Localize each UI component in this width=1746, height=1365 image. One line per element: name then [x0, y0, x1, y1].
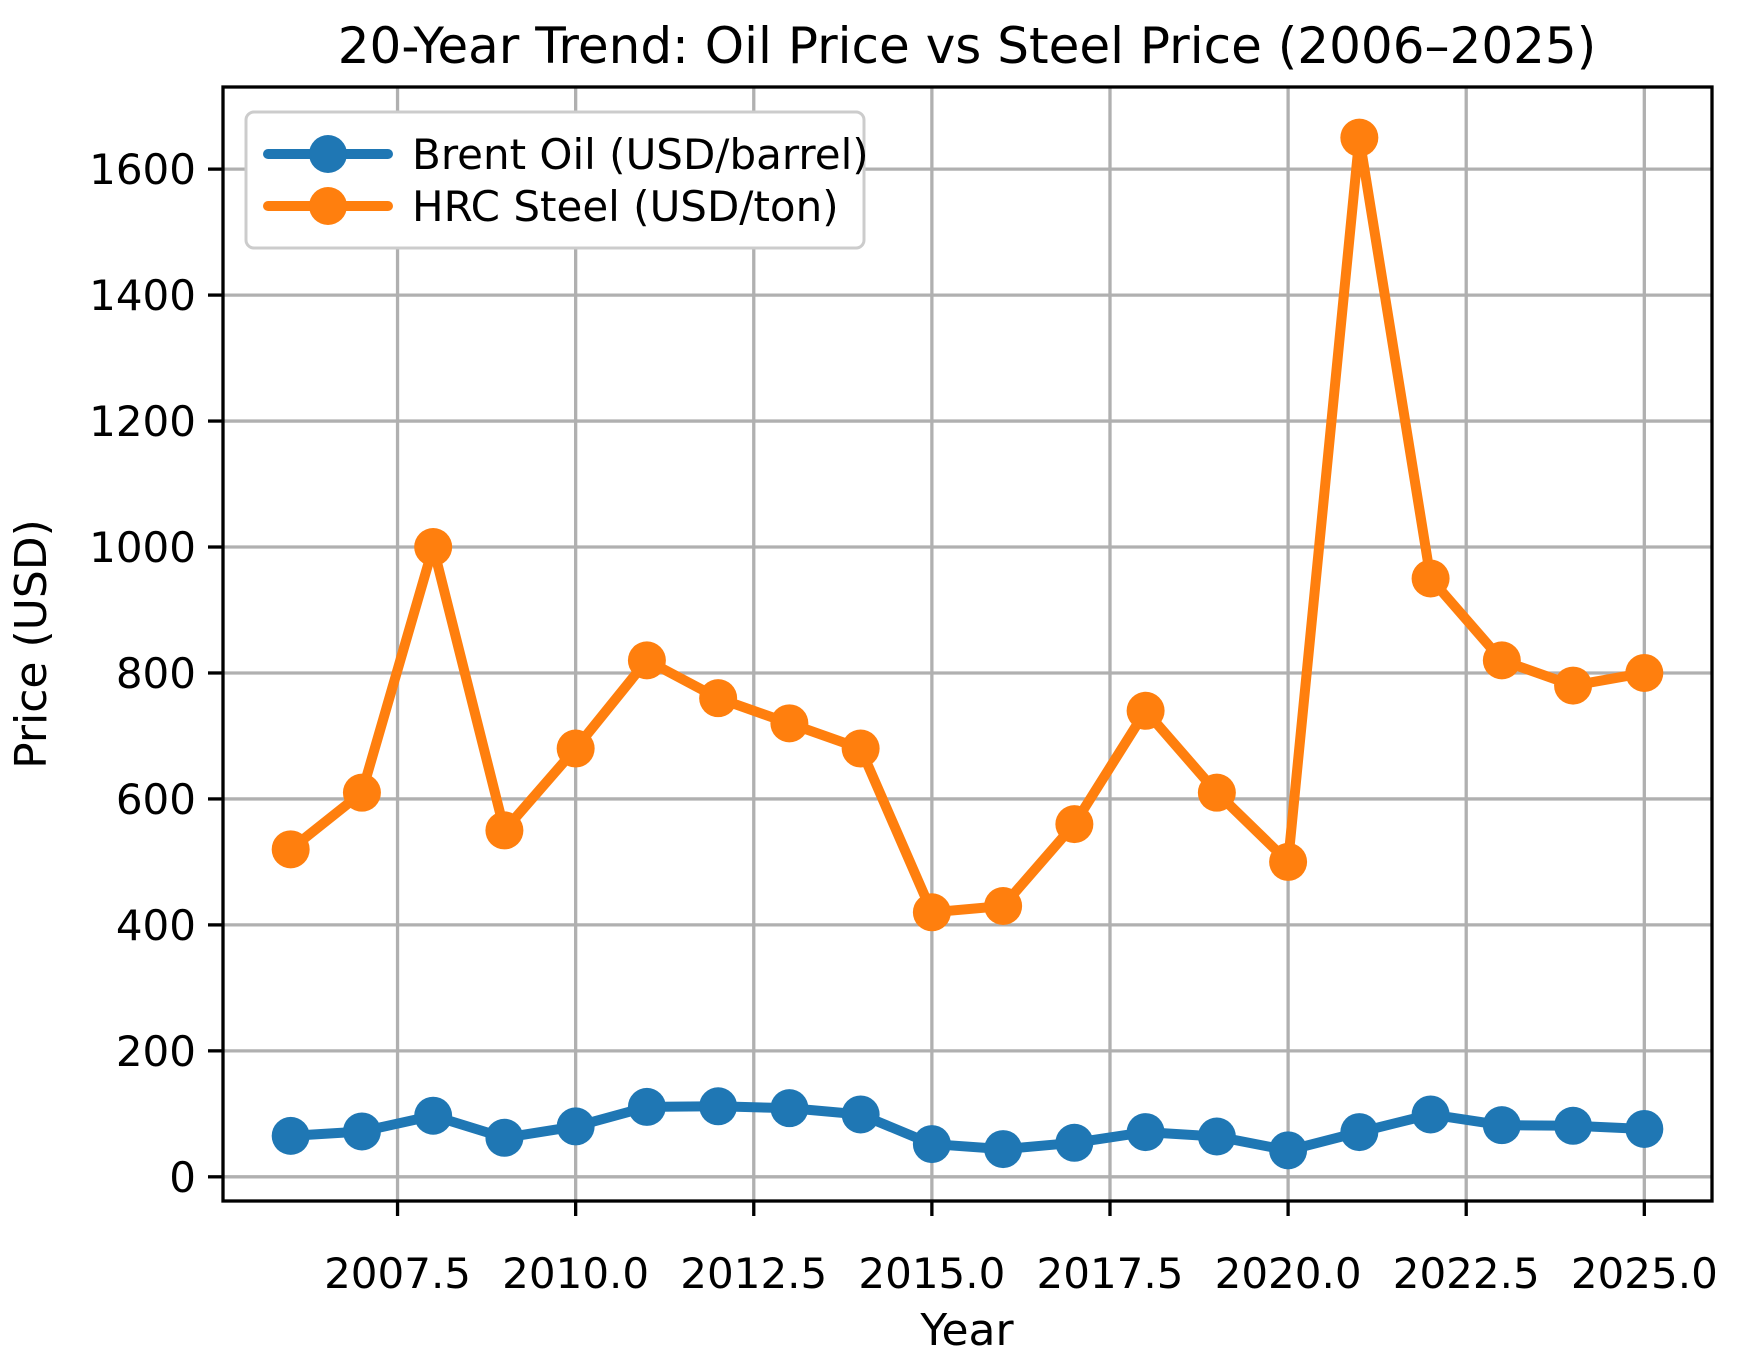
data-point-marker	[770, 704, 809, 743]
axes-layer: 2007.5 2010.0 2012.5 2015.0 2017.5 2020.0 2022…	[89, 85, 1718, 1298]
data-point-marker	[342, 773, 381, 812]
legend-sample-marker	[309, 187, 347, 225]
y-tick-label: 600	[116, 775, 196, 824]
y-tick-label: 1400	[89, 271, 196, 320]
data-point-marker	[627, 641, 666, 680]
data-point-marker	[1055, 805, 1094, 844]
y-tick-label: 1000	[89, 523, 196, 572]
x-axis-label: Year	[919, 1305, 1014, 1356]
data-point-marker	[1482, 1106, 1521, 1145]
x-tick-label: 2010.0	[502, 1249, 649, 1298]
data-point-marker	[841, 1095, 880, 1134]
data-point-marker	[627, 1087, 666, 1126]
x-tick-label: 2007.5	[324, 1249, 471, 1298]
data-point-marker	[984, 886, 1023, 925]
x-tick-label: 2025.0	[1571, 1249, 1718, 1298]
data-point-marker	[1411, 1095, 1450, 1134]
axes-frame	[221, 85, 1714, 1203]
y-tick-label: 1600	[89, 145, 196, 194]
data-point-marker	[1197, 773, 1236, 812]
data-point-marker	[414, 528, 453, 567]
chart-title: 20-Year Trend: Oil Price vs Steel Price …	[338, 17, 1597, 75]
y-tick-label: 1200	[89, 397, 196, 446]
data-point-marker	[699, 679, 738, 718]
data-point-marker	[1625, 1109, 1664, 1148]
x-tick-label: 2015.0	[858, 1249, 1005, 1298]
data-point-marker	[485, 811, 524, 850]
y-tick-label: 200	[116, 1027, 196, 1076]
data-point-marker	[912, 893, 951, 932]
x-tick-label: 2020.0	[1215, 1249, 1362, 1298]
data-point-marker	[770, 1089, 809, 1128]
y-tick-label: 0	[169, 1153, 196, 1202]
legend-item-label: Brent Oil (USD/barrel)	[412, 130, 869, 179]
data-point-marker	[1411, 559, 1450, 598]
legend-item-label: HRC Steel (USD/ton)	[412, 182, 839, 231]
x-tick-label: 2017.5	[1037, 1249, 1184, 1298]
data-point-marker	[342, 1112, 381, 1151]
data-point-marker	[485, 1118, 524, 1157]
x-tick-label: 2012.5	[680, 1249, 827, 1298]
data-point-marker	[414, 1096, 453, 1135]
data-point-marker	[1340, 118, 1379, 157]
data-point-marker	[1554, 1106, 1593, 1145]
data-point-marker	[1482, 641, 1521, 680]
data-point-marker	[1126, 691, 1165, 730]
x-tick-label: 2022.5	[1393, 1249, 1540, 1298]
data-point-marker	[984, 1130, 1023, 1169]
data-point-marker	[699, 1087, 738, 1126]
y-tick-label: 400	[116, 901, 196, 950]
data-point-marker	[912, 1125, 951, 1164]
data-point-marker	[556, 729, 595, 768]
data-point-marker	[1269, 1131, 1308, 1170]
data-point-marker	[556, 1107, 595, 1146]
data-point-marker	[1340, 1113, 1379, 1152]
grid-layer	[223, 87, 1712, 1201]
y-tick-label: 800	[116, 649, 196, 698]
y-axis-label: Price (USD)	[6, 519, 57, 769]
series-line-hrc-steel-usd-ton-	[285, 132, 1650, 918]
data-point-marker	[1554, 666, 1593, 705]
legend-box	[244, 110, 866, 250]
data-point-marker	[271, 830, 310, 869]
data-point-marker	[1625, 653, 1664, 692]
data-point-marker	[1269, 842, 1308, 881]
data-point-marker	[1126, 1113, 1165, 1152]
series-layer	[271, 118, 1664, 1170]
legend: Brent Oil (USD/barrel)HRC Steel (USD/ton…	[244, 110, 869, 250]
data-point-marker	[1055, 1123, 1094, 1162]
legend-sample-marker	[309, 135, 347, 173]
data-point-marker	[841, 729, 880, 768]
data-point-marker	[1197, 1117, 1236, 1156]
data-point-marker	[271, 1116, 310, 1155]
